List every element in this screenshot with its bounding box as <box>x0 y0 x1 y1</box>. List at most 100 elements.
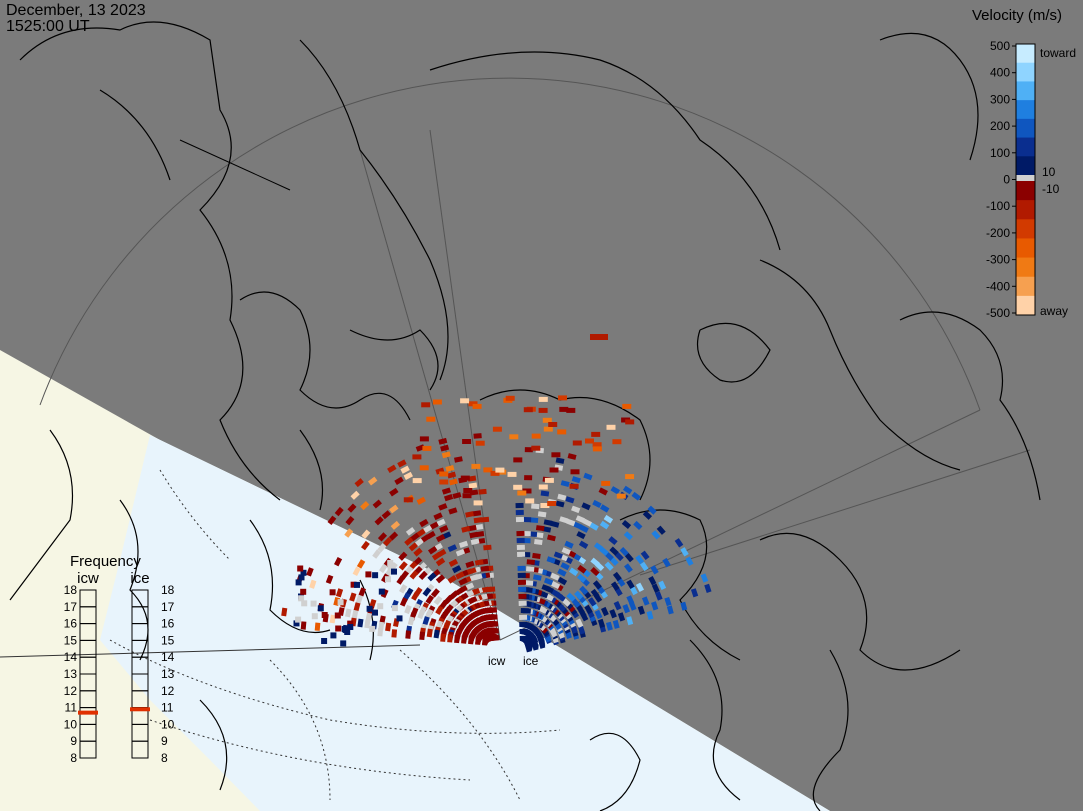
radar-cell <box>468 401 478 407</box>
radar-cell <box>518 600 527 606</box>
radar-cell <box>347 624 354 630</box>
radar-cell <box>439 471 449 477</box>
radar-cell <box>680 547 689 557</box>
radar-cell <box>429 521 439 530</box>
radar-cell <box>584 604 593 615</box>
radar-cell <box>355 594 364 604</box>
radar-cell <box>546 534 556 542</box>
radar-cell <box>410 532 420 542</box>
radar-cell <box>295 579 302 586</box>
radar-cell <box>515 509 524 516</box>
radar-cell <box>377 543 387 553</box>
radar-cell <box>639 561 649 572</box>
radar-cell <box>591 431 601 437</box>
radar-cell <box>603 514 614 524</box>
radar-cell <box>443 494 454 502</box>
radar-cell <box>656 525 666 535</box>
radar-cell <box>419 436 429 442</box>
radar-cell <box>411 591 420 601</box>
radar-cell <box>516 544 525 550</box>
radar-cell <box>468 635 474 645</box>
radar-cell <box>435 534 446 543</box>
radar-cell <box>389 504 399 514</box>
radar-cell <box>525 498 535 504</box>
frequency-cell <box>79 740 97 759</box>
radar-cell <box>651 583 660 593</box>
radar-cell <box>397 459 407 468</box>
radar-cell <box>412 454 422 460</box>
radar-cell <box>403 497 413 503</box>
radar-cell <box>566 592 576 602</box>
radar-cell <box>357 618 364 628</box>
radar-cell <box>604 561 614 571</box>
legend-swatch-away <box>1016 257 1035 278</box>
radar-cell <box>448 478 458 486</box>
radar-cell <box>391 568 397 575</box>
radar-cell <box>581 502 591 511</box>
radar-cell <box>635 554 645 565</box>
radar-cell <box>631 491 641 501</box>
radar-cell <box>383 537 393 547</box>
radar-cell <box>416 496 426 505</box>
radar-cell <box>433 595 443 606</box>
legend-swatch-away <box>1016 295 1035 316</box>
frequency-tick: 9 <box>161 734 168 748</box>
radar-cell <box>473 500 483 506</box>
radar-cell <box>609 546 619 556</box>
radar-cell <box>398 561 408 571</box>
radar-cell <box>538 407 548 413</box>
legend-title: Velocity (m/s) <box>972 7 1062 24</box>
radar-cell <box>455 548 466 557</box>
radar-cell <box>350 581 357 588</box>
radar-cell <box>685 556 694 566</box>
radar-cell <box>432 399 442 405</box>
radar-cell <box>469 574 479 582</box>
radar-cell <box>600 606 609 617</box>
radar-cell <box>567 453 577 460</box>
legend-swatch-away <box>1016 219 1035 239</box>
radar-cell <box>513 484 523 490</box>
radar-cell <box>360 501 370 511</box>
radar-cell <box>422 616 430 626</box>
radar-cell <box>403 471 414 480</box>
radar-cell <box>658 580 667 590</box>
radar-cell <box>452 492 462 499</box>
time-label: 1525:00 UT <box>6 18 90 35</box>
radar-cell <box>453 456 463 463</box>
radar-cell <box>419 518 429 528</box>
legend-tick: 0 <box>1003 173 1010 187</box>
radar-cell <box>465 511 474 518</box>
radar-cell <box>405 526 416 536</box>
radar-cell <box>480 516 490 523</box>
radar-cell <box>568 567 579 577</box>
radar-cell <box>592 446 602 452</box>
radar-cell <box>329 589 336 596</box>
radar-cell <box>553 551 563 559</box>
radar-cell <box>517 490 527 496</box>
radar-cell <box>513 457 523 463</box>
radar-cell <box>546 556 556 564</box>
radar-cell <box>439 525 449 533</box>
radar-cell <box>590 588 600 599</box>
radar-cell <box>472 403 482 409</box>
radar-cell <box>571 476 581 484</box>
radar-cell <box>472 510 482 517</box>
legend-swatch-away <box>1016 181 1035 201</box>
radar-cell <box>565 496 575 504</box>
radar-cell <box>433 512 443 521</box>
radar-cell <box>523 517 532 523</box>
radar-cell <box>480 565 490 572</box>
radar-cell <box>571 598 581 608</box>
radar-cell <box>704 583 712 593</box>
radar-cell <box>398 551 408 561</box>
radar-cell <box>440 633 446 642</box>
radar-cell <box>524 475 533 481</box>
radar-cell <box>597 618 606 628</box>
radar-cell <box>531 503 540 510</box>
radar-cell <box>430 588 440 598</box>
radar-cell <box>538 484 548 490</box>
radar-cell <box>310 600 317 607</box>
radar-cell <box>441 487 452 495</box>
radar-cell <box>550 581 561 590</box>
frequency-tick: 9 <box>70 734 77 748</box>
